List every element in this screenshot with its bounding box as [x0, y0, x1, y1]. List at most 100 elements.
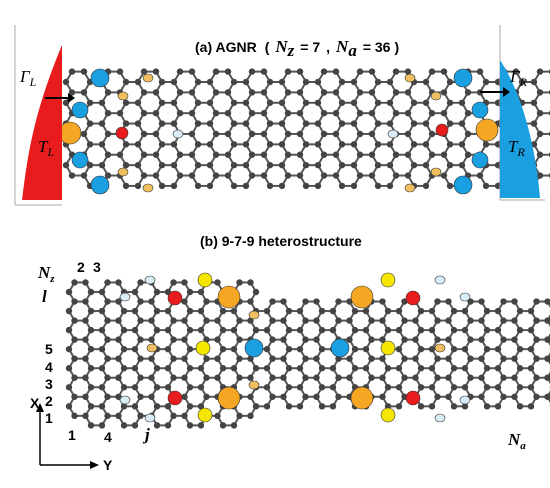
atom: [462, 346, 468, 352]
atom: [393, 110, 399, 116]
atom: [445, 375, 451, 381]
atom: [159, 100, 165, 106]
atom: [105, 110, 111, 116]
site-weight: [476, 119, 498, 141]
atom: [267, 141, 273, 147]
atom: [511, 394, 517, 400]
atom: [165, 422, 171, 428]
atom: [115, 413, 121, 419]
atom: [231, 162, 237, 168]
atom: [315, 120, 321, 126]
site-weight: [147, 344, 157, 352]
atom: [249, 152, 255, 158]
atom: [132, 346, 138, 352]
atom: [177, 89, 183, 95]
atom: [99, 162, 105, 168]
site-weight: [218, 286, 240, 308]
atom: [82, 279, 88, 285]
atom: [225, 152, 231, 158]
atom: [71, 394, 77, 400]
atom: [401, 317, 407, 323]
atom: [88, 422, 94, 428]
atom: [303, 100, 309, 106]
atom: [123, 79, 129, 85]
atom: [467, 336, 473, 342]
atom: [87, 120, 93, 126]
atom: [319, 346, 325, 352]
atom: [351, 141, 357, 147]
atom: [249, 110, 255, 116]
atom: [339, 100, 345, 106]
atom: [99, 100, 105, 106]
atom: [253, 365, 259, 371]
atom: [517, 346, 523, 352]
atom: [465, 89, 471, 95]
atom: [203, 298, 209, 304]
atom: [177, 172, 183, 178]
atom: [165, 384, 171, 390]
atom: [104, 336, 110, 342]
atom: [153, 152, 159, 158]
atom: [330, 308, 336, 314]
atom: [154, 403, 160, 409]
atom: [121, 308, 127, 314]
atom: [236, 317, 242, 323]
atom: [121, 346, 127, 352]
atom: [297, 384, 303, 390]
atom: [198, 365, 204, 371]
atom: [123, 141, 129, 147]
site-weight: [406, 291, 420, 305]
atom: [429, 110, 435, 116]
atom: [511, 336, 517, 342]
atom: [231, 100, 237, 106]
site-weight: [168, 391, 182, 405]
atom: [423, 141, 429, 147]
atom: [531, 100, 537, 106]
atom: [195, 79, 201, 85]
site-weight: [351, 286, 373, 308]
atom: [148, 355, 154, 361]
atom: [313, 298, 319, 304]
atom: [339, 79, 345, 85]
l-label: l: [42, 287, 47, 306]
atom: [321, 172, 327, 178]
atom: [231, 308, 237, 314]
atom: [346, 317, 352, 323]
atom: [352, 365, 358, 371]
atom: [214, 355, 220, 361]
atom: [207, 141, 213, 147]
atom: [88, 384, 94, 390]
atom: [198, 422, 204, 428]
atom: [269, 355, 275, 361]
atom: [213, 152, 219, 158]
atom: [339, 162, 345, 168]
atom: [153, 68, 159, 74]
atom: [220, 365, 226, 371]
atom: [352, 308, 358, 314]
atom: [451, 346, 457, 352]
atom: [352, 327, 358, 333]
atom: [189, 110, 195, 116]
atom: [537, 131, 543, 137]
atom: [104, 355, 110, 361]
atom: [418, 384, 424, 390]
atom: [137, 336, 143, 342]
atom: [231, 365, 237, 371]
atom: [441, 68, 447, 74]
atom: [236, 355, 242, 361]
atom: [154, 384, 160, 390]
atom: [352, 346, 358, 352]
atom: [385, 327, 391, 333]
row-number: 4: [45, 359, 53, 375]
atom: [253, 403, 259, 409]
atom: [313, 355, 319, 361]
atom: [81, 89, 87, 95]
atom: [165, 365, 171, 371]
atom: [195, 141, 201, 147]
atom: [247, 375, 253, 381]
atom: [533, 355, 539, 361]
atom: [189, 89, 195, 95]
atom: [264, 346, 270, 352]
atom: [447, 183, 453, 189]
atom: [198, 384, 204, 390]
